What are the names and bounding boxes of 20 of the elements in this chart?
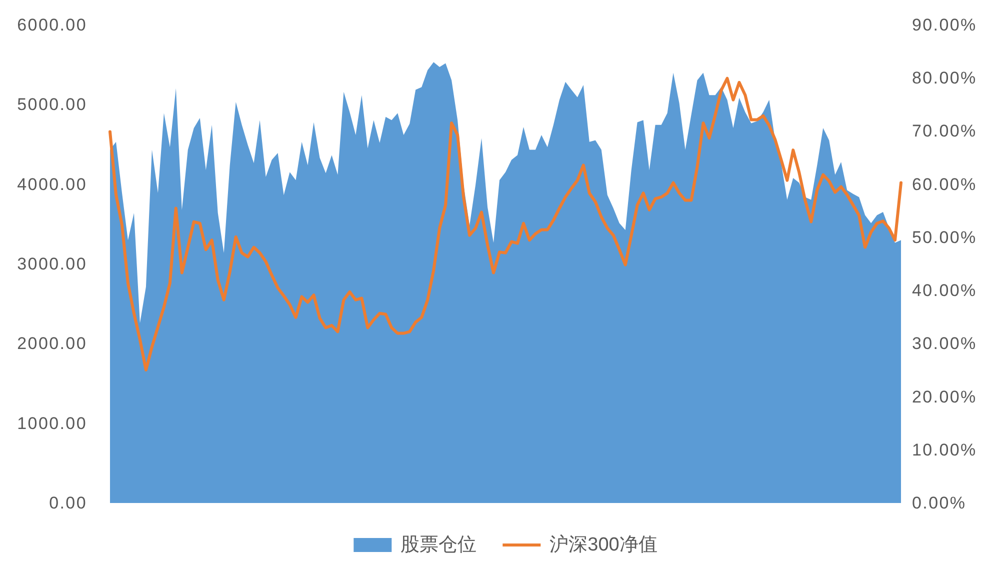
y2-tick-label: 60.00% xyxy=(912,174,977,194)
y2-tick-label: 40.00% xyxy=(912,281,977,300)
y-tick-label: 5000.00 xyxy=(17,95,87,114)
y2-tick-label: 0.00% xyxy=(912,494,966,512)
y-tick-label: 2000.00 xyxy=(17,334,87,354)
y2-tick-label: 90.00% xyxy=(912,16,977,34)
line-series xyxy=(108,76,902,372)
y-tick-label: 3000.00 xyxy=(17,254,87,274)
y2-tick-label: 80.00% xyxy=(912,68,977,88)
legend-label: 股票仓位 xyxy=(400,534,477,556)
y2-tick-label: 10.00% xyxy=(912,440,977,460)
y2-tick-label: 70.00% xyxy=(912,122,977,141)
y-tick-label: 6000.00 xyxy=(17,16,87,34)
y-tick-label: 4000.00 xyxy=(17,174,87,194)
y2-tick-label: 50.00% xyxy=(912,228,977,247)
y-tick-label: 1000.00 xyxy=(17,414,87,433)
y2-tick-label: 20.00% xyxy=(912,387,977,406)
y2-tick-label: 30.00% xyxy=(912,334,977,354)
y-tick-label: 0.00 xyxy=(49,494,87,512)
legend-label: 沪深300净值 xyxy=(550,534,658,556)
